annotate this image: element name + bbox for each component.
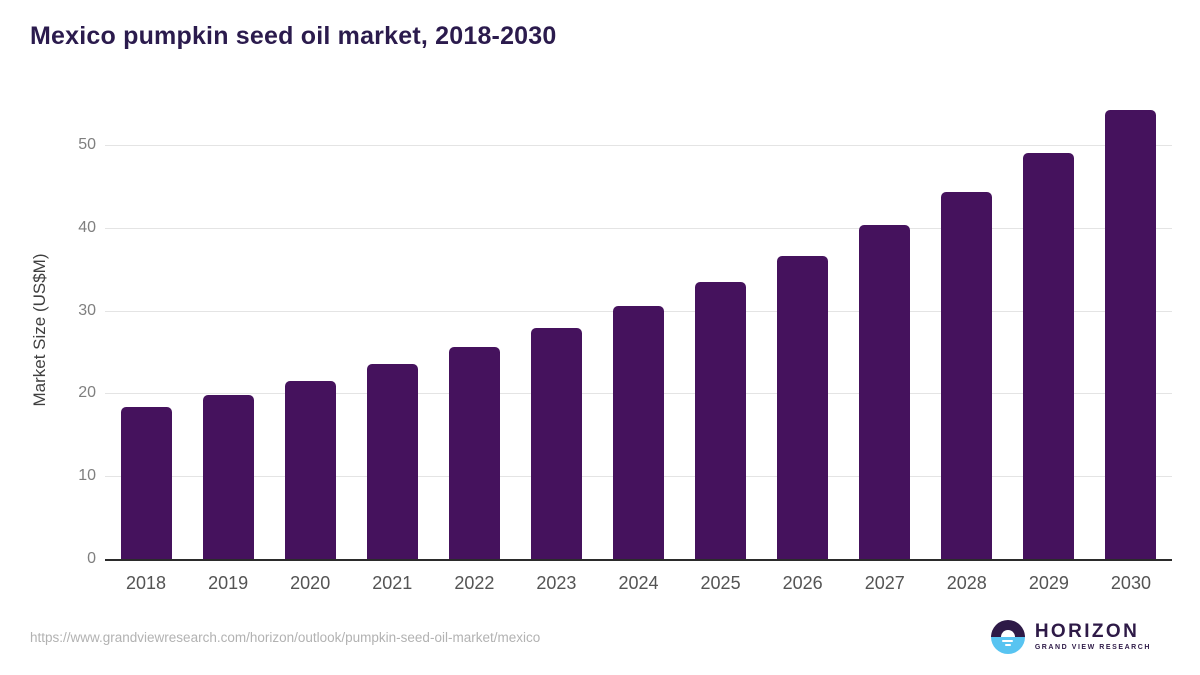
bar-2018	[120, 406, 172, 559]
y-tick-label-50: 50	[78, 136, 96, 153]
bar-2025	[695, 282, 747, 559]
bar-2029	[1023, 153, 1075, 559]
y-axis-title: Market Size (US$M)	[30, 253, 49, 407]
x-tick-label-2022: 2022	[454, 573, 495, 593]
y-tick-label-40: 40	[78, 218, 96, 236]
gridline-40	[105, 227, 1172, 229]
horizon-logo: HORIZON GRAND VIEW RESEARCH	[990, 620, 1151, 654]
source-url: https://www.grandviewresearch.com/horizo…	[30, 630, 541, 645]
bar-2019	[202, 395, 254, 559]
x-tick-label-2021: 2021	[372, 573, 413, 593]
x-tick-label-2029: 2029	[1028, 573, 1069, 593]
x-tick-label-2030: 2030	[1110, 573, 1151, 593]
y-tick-label-0: 0	[87, 550, 96, 567]
x-tick-label-2019: 2019	[208, 573, 249, 593]
horizon-sunset-icon	[990, 620, 1025, 654]
x-tick-label-2024: 2024	[618, 573, 659, 593]
bar-2026	[777, 255, 829, 559]
bar-2023	[530, 327, 582, 559]
y-tick-label-20: 20	[78, 384, 96, 402]
x-tick-label-2025: 2025	[700, 573, 741, 593]
logo-subtitle: GRAND VIEW RESEARCH	[1034, 644, 1151, 651]
bar-2022	[448, 347, 500, 559]
y-tick-label-10: 10	[78, 467, 96, 485]
bar-2020	[284, 380, 336, 559]
logo-name: HORIZON	[1034, 621, 1140, 642]
bar-2024	[613, 306, 664, 559]
logo-text: HORIZON GRAND VIEW RESEARCH	[1035, 622, 1151, 652]
chart-title: Mexico pumpkin seed oil market, 2018-203…	[30, 22, 557, 50]
x-tick-label-2026: 2026	[782, 573, 823, 593]
x-tick-label-2028: 2028	[946, 573, 987, 593]
bar-2027	[859, 225, 911, 559]
bar-2021	[366, 364, 418, 559]
x-tick-label-2027: 2027	[864, 573, 905, 593]
x-tick-label-2020: 2020	[290, 573, 331, 593]
y-tick-label-30: 30	[78, 301, 96, 319]
x-tick-label-2023: 2023	[536, 573, 577, 593]
x-tick-label-2018: 2018	[126, 573, 167, 593]
x-axis-baseline	[105, 559, 1172, 561]
gridline-50	[105, 145, 1172, 146]
bar-2028	[941, 192, 993, 559]
bar-2030	[1105, 110, 1157, 559]
